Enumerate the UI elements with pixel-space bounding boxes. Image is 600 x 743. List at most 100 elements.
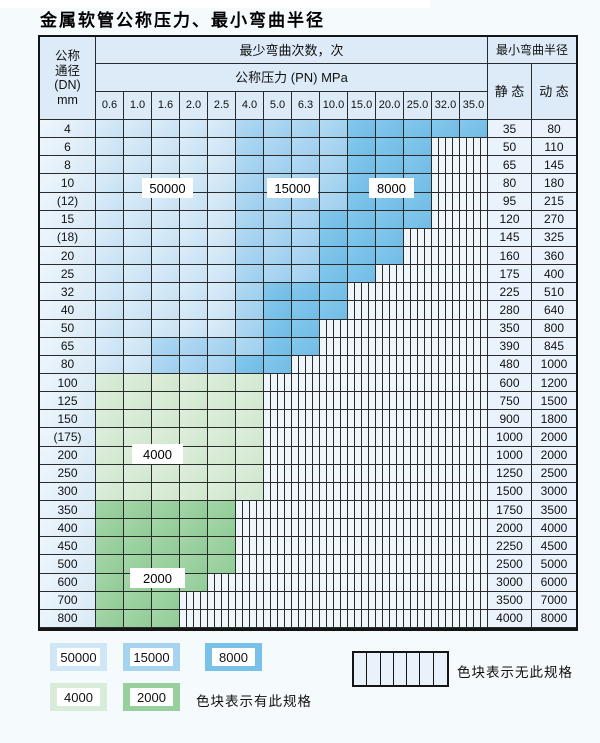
spec-zone-cell xyxy=(208,428,236,447)
dn-cell: 200 xyxy=(40,446,96,465)
legend-swatch-value: 15000 xyxy=(130,648,173,666)
dn-cell: 700 xyxy=(40,591,96,610)
no-spec-cell xyxy=(236,555,264,574)
no-spec-cell xyxy=(292,410,320,429)
no-spec-swatch-cell xyxy=(380,653,394,685)
spec-zone-cell xyxy=(96,138,124,157)
spec-zone-cell xyxy=(348,228,376,247)
spec-zone-cell xyxy=(236,482,264,501)
no-spec-cell xyxy=(292,537,320,556)
no-spec-cell xyxy=(264,609,292,628)
spec-zone-cell xyxy=(124,337,152,356)
spec-zone-cell xyxy=(208,519,236,538)
no-spec-cell xyxy=(404,591,432,610)
header-min-bend-radius: 最小弯曲半径 xyxy=(488,37,576,64)
static-radius-cell: 225 xyxy=(488,283,532,302)
no-spec-cell xyxy=(320,609,348,628)
no-spec-cell xyxy=(264,519,292,538)
static-radius-cell: 1000 xyxy=(488,446,532,465)
no-spec-cell xyxy=(376,301,404,320)
no-spec-cell xyxy=(460,392,488,411)
no-spec-cell xyxy=(320,446,348,465)
spec-zone-cell xyxy=(96,537,124,556)
spec-zone-cell xyxy=(376,120,404,139)
static-radius-cell: 900 xyxy=(488,410,532,429)
no-spec-cell xyxy=(432,355,460,374)
no-spec-cell xyxy=(460,573,488,592)
spec-zone-cell xyxy=(96,392,124,411)
no-spec-cell xyxy=(376,319,404,338)
spec-zone-cell xyxy=(180,301,208,320)
no-spec-cell xyxy=(432,265,460,284)
legend-has-spec-text: 色块表示有此规格 xyxy=(196,694,312,709)
spec-zone-cell xyxy=(96,373,124,393)
spec-zone-cell xyxy=(208,283,236,302)
no-spec-cell xyxy=(404,410,432,429)
spec-zone-cell xyxy=(264,120,292,139)
no-spec-cell xyxy=(236,500,264,520)
legend-no-spec-swatch xyxy=(352,651,449,687)
no-spec-cell xyxy=(376,337,404,356)
no-spec-cell xyxy=(404,246,432,266)
header-dynamic: 动 态 xyxy=(532,64,576,120)
pressure-header-cell: 4.0 xyxy=(236,92,264,120)
no-spec-cell xyxy=(460,246,488,266)
static-radius-cell: 1000 xyxy=(488,428,532,447)
spec-zone-cell xyxy=(236,246,264,266)
legend-swatch-8000: 8000 xyxy=(205,643,262,671)
no-spec-swatch-cell xyxy=(433,653,447,685)
spec-zone-cell xyxy=(236,337,264,356)
static-radius-cell: 160 xyxy=(488,246,532,266)
static-radius-cell: 600 xyxy=(488,373,532,393)
spec-zone-cell xyxy=(180,337,208,356)
spec-zone-cell xyxy=(152,156,180,175)
spec-zone-cell xyxy=(208,156,236,175)
dn-cell: 32 xyxy=(40,283,96,302)
spec-zone-cell xyxy=(96,519,124,538)
static-radius-cell: 50 xyxy=(488,138,532,157)
no-spec-cell xyxy=(460,210,488,229)
no-spec-cell xyxy=(432,428,460,447)
no-spec-cell xyxy=(404,428,432,447)
no-spec-cell xyxy=(236,591,264,610)
static-radius-cell: 1500 xyxy=(488,482,532,501)
spec-zone-cell xyxy=(320,265,348,284)
spec-zone-cell xyxy=(96,337,124,356)
spec-zone-cell xyxy=(96,246,124,266)
spec-zone-cell xyxy=(376,210,404,229)
spec-zone-cell xyxy=(236,120,264,139)
spec-zone-cell xyxy=(124,210,152,229)
legend-swatch-value: 8000 xyxy=(212,648,255,666)
spec-zone-cell xyxy=(292,265,320,284)
spec-zone-cell xyxy=(348,246,376,266)
no-spec-cell xyxy=(180,591,208,610)
spec-zone-cell xyxy=(320,156,348,175)
spec-zone-cell xyxy=(320,174,348,193)
dn-cell: 800 xyxy=(40,609,96,628)
spec-zone-cell xyxy=(96,355,124,374)
header-dn: 公称 通径 (DN) mm xyxy=(40,37,96,120)
no-spec-cell xyxy=(348,337,376,356)
pressure-header-cell: 5.0 xyxy=(264,92,292,120)
no-spec-cell xyxy=(460,609,488,628)
spec-zone-cell xyxy=(376,246,404,266)
no-spec-cell xyxy=(348,373,376,393)
spec-zone-cell xyxy=(208,174,236,193)
spec-zone-cell xyxy=(96,428,124,447)
zone-value-label: 2000 xyxy=(130,568,185,588)
spec-zone-cell xyxy=(208,446,236,465)
no-spec-cell xyxy=(460,464,488,483)
no-spec-cell xyxy=(348,319,376,338)
no-spec-cell xyxy=(404,283,432,302)
no-spec-cell xyxy=(320,337,348,356)
no-spec-cell xyxy=(460,410,488,429)
spec-zone-cell xyxy=(208,210,236,229)
dn-cell: 50 xyxy=(40,319,96,338)
dynamic-radius-cell: 640 xyxy=(532,301,576,320)
spec-zone-cell xyxy=(124,120,152,139)
spec-zone-cell xyxy=(124,246,152,266)
header-bend-cycles: 最少弯曲次数，次 xyxy=(96,37,488,64)
spec-zone-cell xyxy=(404,120,432,139)
no-spec-cell xyxy=(236,609,264,628)
spec-zone-cell xyxy=(236,210,264,229)
